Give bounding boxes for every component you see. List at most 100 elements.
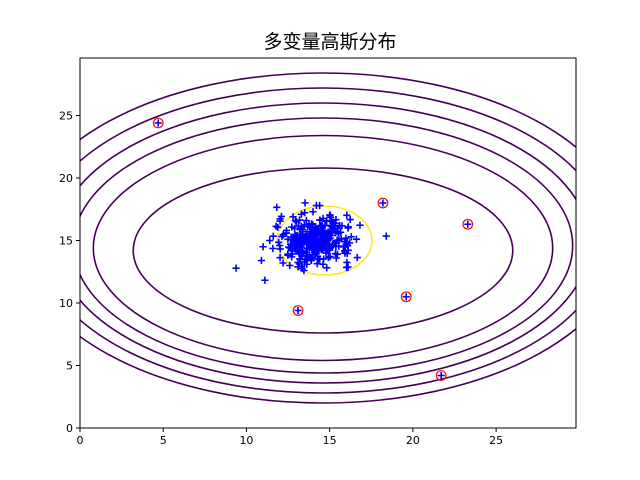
data-point (279, 259, 287, 267)
data-point (326, 252, 334, 261)
data-point (313, 260, 321, 268)
data-point (310, 233, 318, 241)
data-point (292, 232, 300, 240)
x-axis: 0 5 10 15 20 25 (77, 428, 503, 447)
data-point (279, 231, 287, 239)
data-point (266, 236, 274, 245)
data-point (302, 255, 310, 263)
data-point (338, 222, 346, 230)
data-point (317, 230, 325, 238)
plot-frame (79, 57, 577, 429)
data-point (261, 276, 269, 284)
data-point (343, 211, 351, 219)
chart-title: 多变量高斯分布 (263, 31, 396, 53)
outlier-circle (435, 370, 447, 381)
data-point (288, 253, 296, 261)
data-point (326, 244, 334, 252)
data-point (309, 208, 317, 216)
outlier-point (402, 293, 410, 301)
data-point (301, 209, 309, 217)
plot-area (80, 72, 576, 404)
data-point (299, 237, 307, 246)
outlier-point (294, 306, 302, 315)
data-point (344, 263, 352, 271)
data-point (273, 203, 281, 211)
contour-layer (80, 72, 576, 404)
data-point (269, 232, 277, 240)
points-layer (232, 199, 390, 284)
data-point (331, 250, 340, 258)
data-point (332, 254, 340, 262)
outlier-point (379, 199, 387, 207)
data-point (343, 238, 351, 246)
data-point (302, 248, 310, 256)
y-tick-label: 20 (59, 172, 73, 185)
data-point (291, 244, 299, 252)
data-point (327, 231, 335, 240)
data-point (302, 216, 310, 225)
data-point (323, 264, 331, 272)
contour-line-6 (80, 72, 576, 404)
data-point (322, 233, 330, 241)
data-point (347, 233, 355, 241)
data-point (326, 213, 335, 221)
data-point (298, 228, 307, 236)
data-point (342, 234, 350, 242)
data-point (285, 243, 293, 251)
data-point (275, 238, 283, 246)
data-point (312, 223, 320, 231)
y-tick-label: 10 (59, 297, 73, 310)
data-point (382, 232, 390, 240)
data-point (303, 260, 311, 268)
data-point (276, 254, 284, 262)
data-point (318, 222, 327, 230)
data-point (295, 216, 304, 224)
x-tick-label: 20 (406, 434, 420, 447)
data-point (294, 258, 302, 267)
data-point (276, 245, 284, 253)
data-point (314, 245, 323, 254)
contour-line-5 (80, 87, 576, 394)
data-point (276, 215, 284, 223)
x-tick-label: 25 (489, 434, 503, 447)
data-point (330, 222, 338, 230)
outlier-point (464, 220, 472, 228)
outlier-circle (400, 291, 412, 303)
y-tick-label: 25 (59, 110, 73, 123)
x-tick-label: 15 (323, 434, 337, 447)
y-tick-label: 5 (66, 360, 73, 373)
data-point (269, 244, 277, 253)
contour-line-1 (132, 167, 514, 334)
data-point (259, 243, 267, 251)
data-point (333, 227, 341, 235)
data-point (257, 256, 266, 265)
data-point (301, 199, 309, 207)
data-point (346, 215, 354, 224)
outlier-circle (152, 117, 164, 129)
data-point (343, 258, 351, 267)
data-point (319, 237, 327, 245)
data-point (331, 239, 339, 247)
data-point (300, 266, 308, 275)
data-point (356, 221, 364, 229)
data-point (316, 201, 324, 210)
data-point (298, 262, 306, 270)
data-point (309, 251, 317, 259)
data-point (302, 233, 310, 241)
data-point (290, 238, 298, 246)
data-point (282, 226, 291, 235)
data-point (353, 253, 361, 262)
data-point (272, 222, 280, 230)
outlier-circle (292, 305, 304, 316)
contour-line-3 (80, 117, 574, 374)
outlier-circle (377, 197, 389, 209)
x-tick-label: 0 (77, 434, 84, 447)
data-point (320, 255, 328, 263)
y-tick-label: 15 (59, 235, 73, 248)
data-point (286, 261, 294, 270)
data-point (339, 243, 348, 251)
data-point (352, 235, 361, 243)
outlier-point (437, 371, 445, 380)
outlier-point (154, 119, 162, 127)
